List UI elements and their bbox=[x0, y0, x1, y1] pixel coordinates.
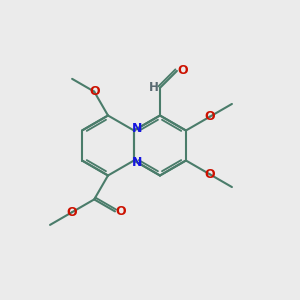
Text: H: H bbox=[148, 81, 158, 94]
Text: O: O bbox=[205, 110, 215, 123]
Text: N: N bbox=[132, 156, 142, 170]
Text: O: O bbox=[205, 168, 215, 181]
Text: O: O bbox=[89, 85, 100, 98]
Text: O: O bbox=[115, 205, 126, 218]
Text: N: N bbox=[132, 122, 142, 135]
Text: O: O bbox=[177, 64, 188, 77]
Text: O: O bbox=[67, 206, 77, 219]
